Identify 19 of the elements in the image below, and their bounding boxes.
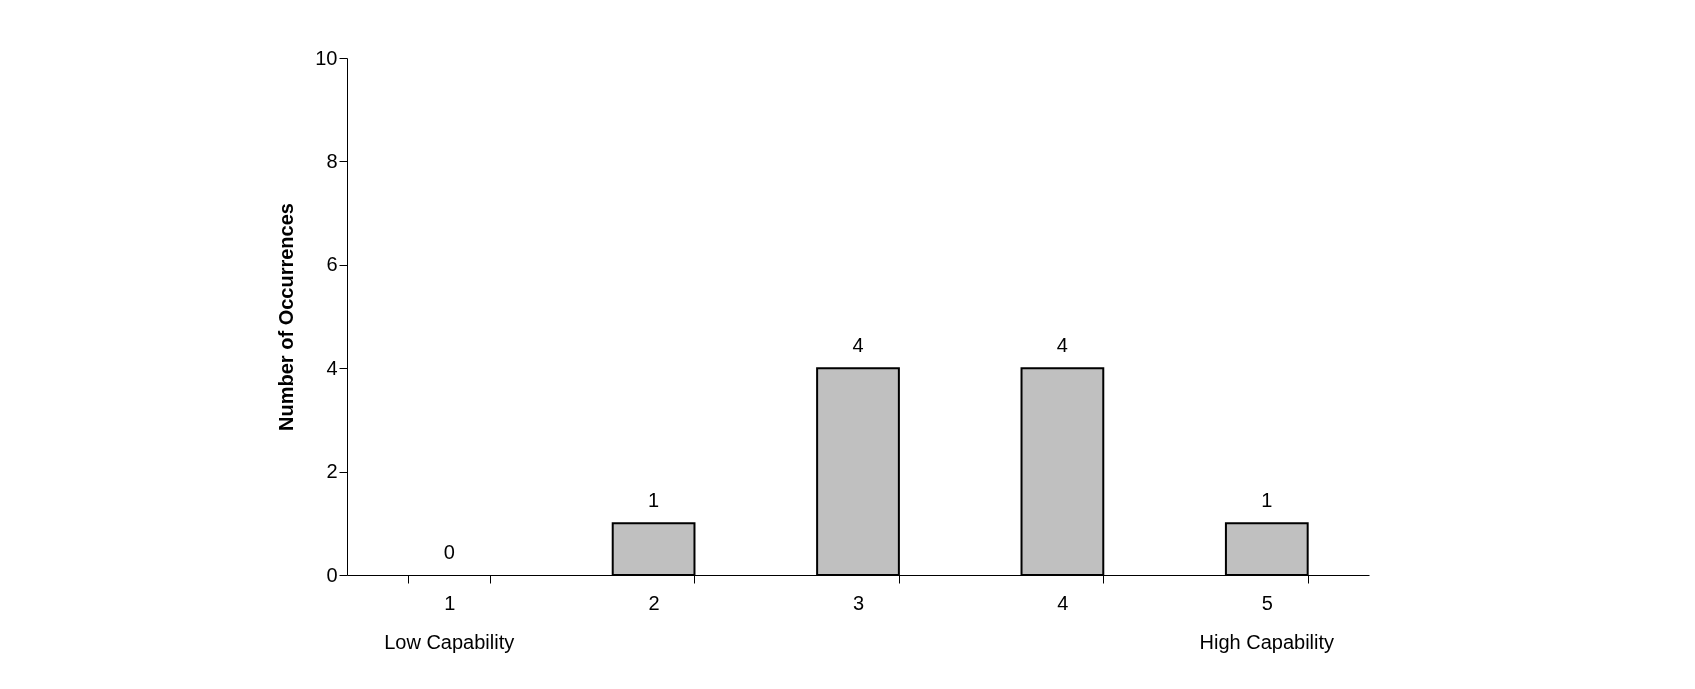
- x-tick-label: 5: [1261, 591, 1273, 614]
- y-axis-title: Number of Occurrences: [275, 203, 298, 431]
- data-label: 1: [648, 489, 660, 512]
- y-tick-label: 4: [326, 356, 338, 379]
- y-tick-label: 2: [326, 460, 338, 483]
- x-tick-label: 3: [852, 591, 865, 614]
- data-label: 4: [852, 334, 864, 357]
- x-tick-label: 4: [1057, 591, 1069, 614]
- y-tick-label: 6: [326, 253, 338, 276]
- x-tick-label: 1: [444, 591, 456, 614]
- data-label: 0: [443, 541, 455, 563]
- text: Low Capability: [384, 631, 515, 653]
- y-tick-label: 8: [326, 149, 338, 172]
- y-tick-label: 0: [326, 563, 338, 586]
- data-label: 1: [1261, 489, 1273, 512]
- text: High Capability: [1199, 631, 1335, 653]
- y-tick-label: 10: [315, 46, 338, 69]
- x-tick-label: 2: [648, 591, 660, 614]
- data-label: 4: [1056, 334, 1068, 357]
